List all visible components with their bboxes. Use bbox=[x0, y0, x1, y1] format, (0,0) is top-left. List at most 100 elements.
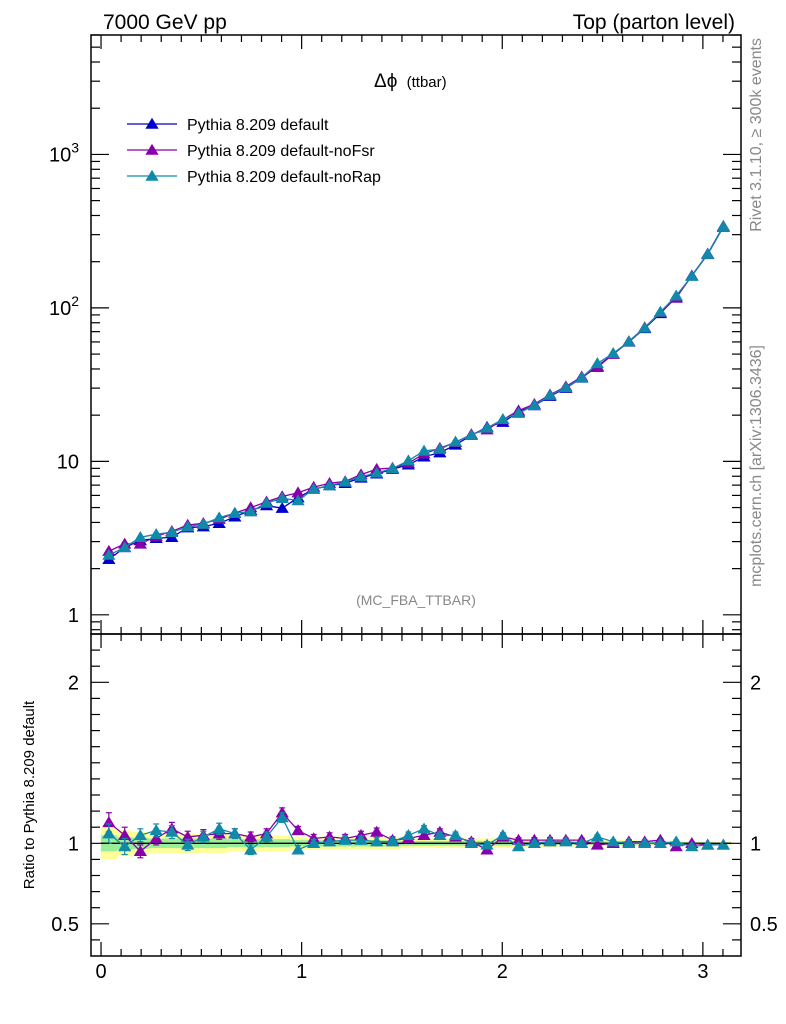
series-3-ratio-point bbox=[527, 837, 541, 849]
series-3-ratio-point bbox=[228, 827, 242, 839]
main-series bbox=[102, 220, 730, 565]
y-tick-label-base: 10 bbox=[49, 298, 71, 320]
series-2-ratio-point bbox=[181, 830, 195, 842]
series-3-ratio-point bbox=[354, 833, 368, 845]
header-right: Top (parton level) bbox=[573, 11, 735, 34]
plot-title-sub: (ttbar) bbox=[407, 74, 447, 91]
series-3-ratio-point bbox=[275, 811, 289, 823]
series-3-ratio-point bbox=[448, 828, 463, 840]
series-3-ratio-point bbox=[401, 828, 415, 840]
mcplots-label: mcplots.cern.ch [arXiv:1306.3436] bbox=[748, 345, 765, 587]
series-3-ratio-point bbox=[496, 828, 510, 840]
series-3-point bbox=[322, 479, 337, 491]
y-tick-label-ratio-left: 2 bbox=[68, 672, 79, 694]
series-1-point bbox=[275, 501, 289, 513]
y-tick-label-main: 102 bbox=[49, 293, 79, 320]
series-3-ratio-point bbox=[559, 835, 573, 847]
x-tick-label: 0 bbox=[95, 961, 106, 983]
series-3-point bbox=[511, 406, 526, 418]
series-2-ratio-point bbox=[291, 824, 305, 836]
series-3-point bbox=[275, 491, 289, 503]
y-tick-label-ratio-right: 0.5 bbox=[750, 914, 778, 936]
series-3-point bbox=[354, 470, 368, 482]
series-3-ratio-point bbox=[590, 830, 604, 842]
legend-series-1-marker bbox=[145, 117, 159, 129]
series-3-ratio-point bbox=[118, 840, 132, 852]
y-tick-label-ratio-right: 1 bbox=[750, 833, 761, 855]
series-2-ratio-point bbox=[417, 828, 431, 840]
series-3-point bbox=[401, 454, 415, 466]
series-3-ratio-point bbox=[212, 822, 226, 834]
x-tick-label: 3 bbox=[697, 961, 708, 983]
series-3-point bbox=[338, 475, 352, 487]
y-tick-label-base: 10 bbox=[49, 144, 71, 166]
ratio-ylabel: Ratio to Pythia 8.209 default bbox=[21, 700, 38, 889]
series-3-point bbox=[417, 444, 431, 456]
series-3-ratio-point bbox=[196, 830, 210, 842]
series-2-ratio-point bbox=[244, 830, 258, 842]
y-tick-label-exponent: 2 bbox=[71, 293, 79, 309]
series-3-point bbox=[480, 421, 494, 433]
series-3-ratio-point bbox=[669, 835, 683, 847]
series-2-ratio-point bbox=[102, 816, 116, 828]
series-3-ratio-point bbox=[370, 835, 384, 847]
series-3-point bbox=[133, 531, 147, 543]
series-1-line bbox=[108, 225, 724, 560]
series-3-ratio-point bbox=[259, 830, 274, 842]
plot-title: Δϕ (ttbar) bbox=[374, 71, 447, 92]
series-3-point bbox=[559, 381, 573, 393]
series-3-ratio-point bbox=[133, 828, 147, 840]
series-3-ratio-point bbox=[653, 837, 667, 849]
x-tick-label: 2 bbox=[497, 961, 508, 983]
series-3-ratio-point bbox=[149, 824, 163, 836]
series-3-ratio-point bbox=[291, 843, 305, 855]
series-3-point bbox=[259, 496, 274, 508]
series-2-ratio-point bbox=[370, 825, 384, 837]
series-3-point bbox=[102, 548, 116, 560]
legend: Pythia 8.209 default Pythia 8.209 default… bbox=[127, 117, 381, 186]
analysis-watermark: (MC_FBA_TTBAR) bbox=[356, 592, 476, 608]
series-2-ratio-point bbox=[590, 838, 604, 850]
series-3-ratio-point bbox=[307, 837, 321, 849]
series-3-point bbox=[291, 494, 305, 506]
plot-title-main: Δϕ bbox=[374, 71, 397, 92]
series-2-ratio-point bbox=[133, 845, 147, 857]
series-3-ratio-point bbox=[417, 822, 431, 834]
series-3-ratio-point bbox=[511, 840, 526, 852]
y-tick-label-main: 103 bbox=[49, 139, 79, 166]
legend-series-3-label: Pythia 8.209 default-noRap bbox=[187, 169, 381, 186]
series-3-ratio-point bbox=[165, 825, 179, 837]
series-3-point bbox=[701, 247, 715, 259]
series-3-ratio-point bbox=[606, 835, 620, 847]
series-3-point bbox=[212, 511, 226, 523]
series-3-ratio-point bbox=[433, 828, 447, 840]
series-3-ratio-point bbox=[244, 843, 258, 855]
series-3-point bbox=[464, 428, 478, 440]
series-3-point bbox=[716, 220, 730, 232]
series-3-ratio-point bbox=[102, 827, 116, 839]
y-tick-label-ratio-right: 2 bbox=[750, 672, 761, 694]
ratio-panel-frame bbox=[90, 633, 742, 957]
series-3-ratio-point bbox=[575, 837, 589, 849]
series-3-ratio-point bbox=[543, 835, 557, 847]
series-2-ratio-point bbox=[149, 832, 163, 844]
series-3-point bbox=[244, 505, 258, 517]
y-tick-label-exponent: 3 bbox=[71, 139, 79, 155]
series-3-point bbox=[622, 335, 636, 347]
series-3-ratio-point bbox=[716, 838, 730, 850]
series-3-ratio-line bbox=[108, 816, 724, 851]
series-3-ratio-point bbox=[480, 838, 494, 850]
legend-series-2-marker bbox=[145, 143, 159, 155]
series-3-point bbox=[653, 305, 667, 317]
x-tick-label: 1 bbox=[296, 961, 307, 983]
series-3-point bbox=[606, 347, 620, 358]
series-3-point bbox=[228, 506, 242, 518]
axis-ticks bbox=[91, 34, 741, 956]
header-left: 7000 GeV pp bbox=[103, 11, 227, 34]
y-tick-label-ratio-left: 1 bbox=[68, 833, 79, 855]
series-3-point bbox=[669, 289, 683, 301]
series-3-ratio-point bbox=[385, 835, 400, 847]
legend-series-1-label: Pythia 8.209 default bbox=[187, 117, 329, 134]
